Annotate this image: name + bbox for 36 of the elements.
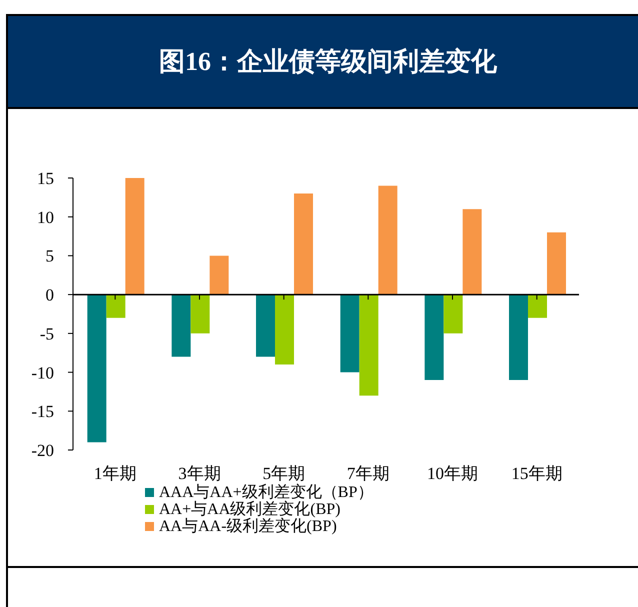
bar: [275, 294, 294, 365]
x-tick-label: 10年期: [427, 464, 478, 484]
bar: [509, 294, 528, 380]
bar: [125, 178, 144, 295]
x-tick-label: 1年期: [94, 464, 136, 484]
y-tick-label: -15: [31, 402, 54, 422]
bar: [378, 186, 398, 295]
y-tick-label: -5: [40, 324, 54, 344]
bar: [340, 294, 360, 372]
bar: [359, 294, 378, 396]
y-tick-label: -20: [31, 441, 54, 460]
bar: [190, 294, 210, 334]
bar: [547, 232, 566, 295]
bar: [87, 294, 106, 442]
bar: [424, 294, 444, 380]
y-tick-label: 0: [46, 286, 54, 305]
bar: [528, 294, 548, 318]
bar: [444, 294, 463, 334]
x-tick-label: 7年期: [346, 464, 390, 484]
legend-label: AA+与AA级利差变化(BP): [159, 500, 340, 518]
bar: [172, 294, 191, 357]
y-tick-label: 10: [37, 208, 54, 227]
bar: [256, 294, 276, 357]
bar: [106, 294, 126, 318]
legend-label: AA与AA-级利差变化(BP): [159, 518, 337, 537]
y-tick-label: 15: [37, 169, 54, 188]
y-tick-label: -10: [31, 363, 54, 382]
x-tick-label: 15年期: [511, 464, 562, 484]
legend-label: AAA与AA+级利差变化（BP）: [159, 482, 374, 501]
bar: [210, 256, 229, 295]
x-tick-label: 3年期: [178, 464, 221, 484]
bar: [294, 194, 314, 295]
chart-title: 图16：企业债等级间利差变化: [159, 46, 497, 78]
x-tick-label: 5年期: [262, 464, 306, 484]
bar: [462, 209, 482, 295]
y-tick-label: 5: [46, 246, 54, 266]
